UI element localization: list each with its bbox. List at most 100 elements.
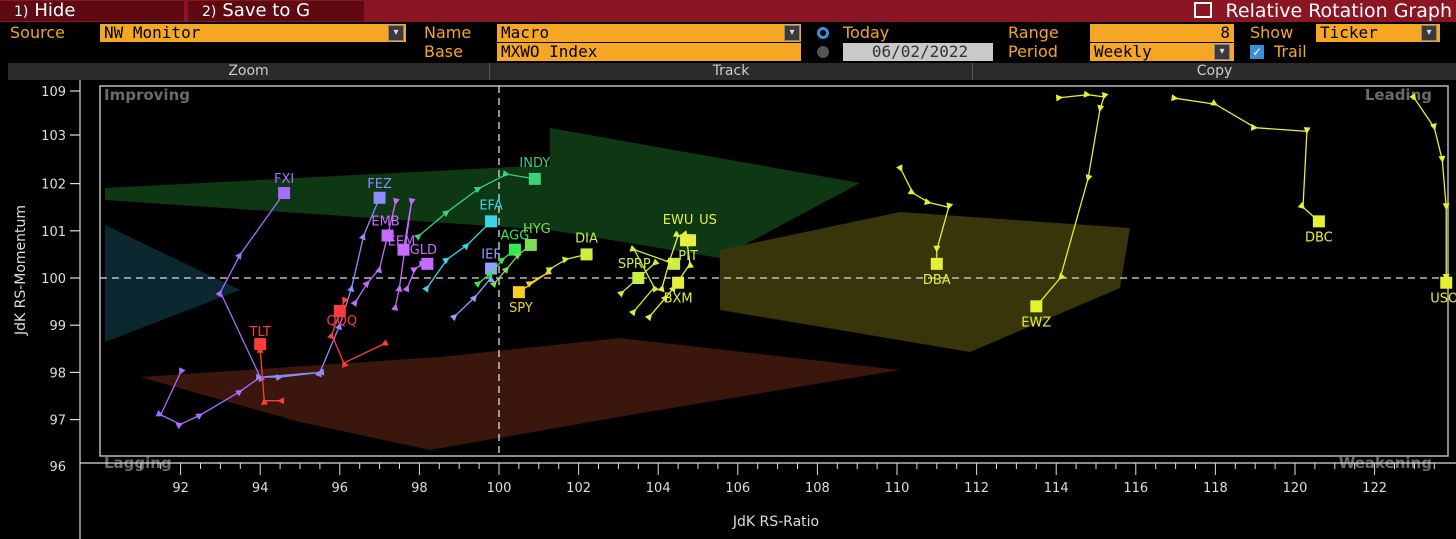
series-head-marker[interactable]	[278, 187, 291, 200]
series-head-marker[interactable]	[421, 257, 434, 270]
trail-point	[502, 170, 510, 177]
trail-point	[380, 339, 389, 346]
trail-point	[896, 164, 903, 173]
series-head-marker[interactable]	[485, 262, 498, 275]
y-tick-label: 100	[41, 272, 66, 287]
series-label: PIT	[678, 249, 698, 264]
rrg-chart: Improving Leading Lagging Weakening 9798…	[13, 80, 1456, 539]
tab-copy[interactable]: Copy	[1196, 63, 1233, 79]
series-trail	[621, 263, 655, 293]
name-field[interactable]: Macro	[497, 24, 801, 42]
series-head-marker[interactable]	[684, 234, 697, 247]
base-field[interactable]: MXWO Index	[497, 43, 801, 61]
x-tick-label: 118	[1203, 481, 1228, 496]
source-dropdown-icon[interactable]: ▾	[388, 25, 404, 41]
title-bar: 1) Hide 2) Save to G Relative Rotation Gra…	[0, 0, 1456, 22]
series-ewu: EWU	[657, 213, 694, 293]
trail-point	[391, 303, 399, 311]
trail-point	[1210, 99, 1218, 106]
x-axis-label: JdK RS-Ratio	[732, 514, 819, 530]
series-head-marker[interactable]	[580, 248, 593, 261]
name-dropdown-icon[interactable]: ▾	[784, 25, 800, 41]
today-radio[interactable]	[817, 27, 829, 39]
x-tick-label: 106	[725, 481, 750, 496]
trail-point	[235, 389, 243, 397]
period-dropdown-icon[interactable]: ▾	[1214, 44, 1230, 60]
series-label: EFA	[479, 198, 502, 213]
trail-point	[1409, 93, 1417, 101]
trail-point	[410, 267, 418, 274]
trail-point	[924, 198, 932, 205]
trail-point	[473, 280, 482, 288]
series-head-marker[interactable]	[381, 229, 394, 242]
series-head-marker[interactable]	[1312, 215, 1325, 228]
trail-point	[402, 284, 410, 293]
trail-point	[1058, 272, 1066, 281]
series-head-marker[interactable]	[508, 243, 521, 256]
trail-point	[501, 266, 509, 274]
series-head-marker[interactable]	[1030, 300, 1043, 313]
tab-track[interactable]: Track	[490, 63, 973, 80]
date-field[interactable]: 06/02/2022	[843, 43, 993, 61]
tab-zoom[interactable]: Zoom	[8, 63, 490, 80]
source-field[interactable]: NW Monitor	[100, 24, 406, 42]
series-head-marker[interactable]	[1440, 276, 1453, 289]
series-head-marker[interactable]	[373, 191, 386, 204]
date-radio[interactable]	[817, 46, 829, 58]
series-label: FEZ	[367, 177, 392, 192]
series-dia: DIA	[545, 231, 598, 274]
series-trail	[1175, 97, 1320, 222]
trail-checkbox[interactable]: ✓	[1250, 45, 1264, 59]
y-tick-label: 102	[41, 178, 66, 193]
series-head-marker[interactable]	[524, 238, 537, 251]
trail-point	[672, 230, 681, 238]
series-head-marker[interactable]	[512, 286, 525, 299]
hide-button[interactable]: 1) Hide	[0, 1, 184, 21]
range-field[interactable]: 8	[1090, 24, 1234, 42]
series-fez: FEZ	[256, 177, 392, 382]
trail-point	[687, 260, 695, 269]
quadrant-improving: Improving	[104, 86, 190, 104]
period-field[interactable]: Weekly	[1090, 43, 1234, 61]
x-tick-label: 100	[487, 481, 512, 496]
today-label: Today	[843, 23, 890, 42]
series-trail	[260, 197, 381, 378]
trail-point	[629, 308, 637, 317]
y-tick-label: 109	[41, 85, 66, 100]
trail-point	[347, 284, 355, 293]
show-field[interactable]: Ticker	[1316, 24, 1440, 42]
range-label: Range	[1008, 23, 1059, 42]
trail-point	[414, 233, 422, 241]
series-label: FXI	[274, 172, 294, 187]
series-label: AGG	[501, 229, 530, 244]
series-qqq: QQQ	[326, 296, 389, 369]
series-sprp: SPRP	[617, 257, 660, 298]
series-head-marker[interactable]	[333, 305, 346, 318]
series-head-marker[interactable]	[528, 172, 541, 185]
trail-point	[946, 202, 954, 211]
trail-point	[545, 267, 554, 274]
show-dropdown-icon[interactable]: ▾	[1421, 25, 1437, 41]
series-head-marker[interactable]	[485, 215, 498, 228]
save-to-g-button[interactable]: 2) Save to G	[188, 1, 364, 21]
series-tlt: TLT	[249, 325, 285, 405]
trail-point	[350, 299, 358, 307]
trail-point	[652, 284, 660, 293]
trail-point	[155, 410, 164, 417]
series-head-marker[interactable]	[397, 243, 410, 256]
base-label: Base	[424, 42, 463, 61]
trail-point	[617, 290, 625, 298]
trail-point	[644, 313, 653, 322]
series-label: EWU	[663, 213, 694, 228]
trail-point	[315, 369, 322, 378]
external-link-icon[interactable]	[1193, 2, 1212, 18]
series-dba: DBA	[896, 164, 954, 288]
quadrant-arrows	[105, 128, 1130, 450]
trail-point	[1171, 94, 1179, 102]
series-head-marker[interactable]	[632, 272, 645, 284]
series-head-marker[interactable]	[930, 257, 943, 270]
trail-point	[261, 397, 268, 405]
trail-point	[1429, 122, 1437, 131]
series-head-marker[interactable]	[254, 338, 267, 351]
series-uso: USO	[1409, 93, 1456, 307]
